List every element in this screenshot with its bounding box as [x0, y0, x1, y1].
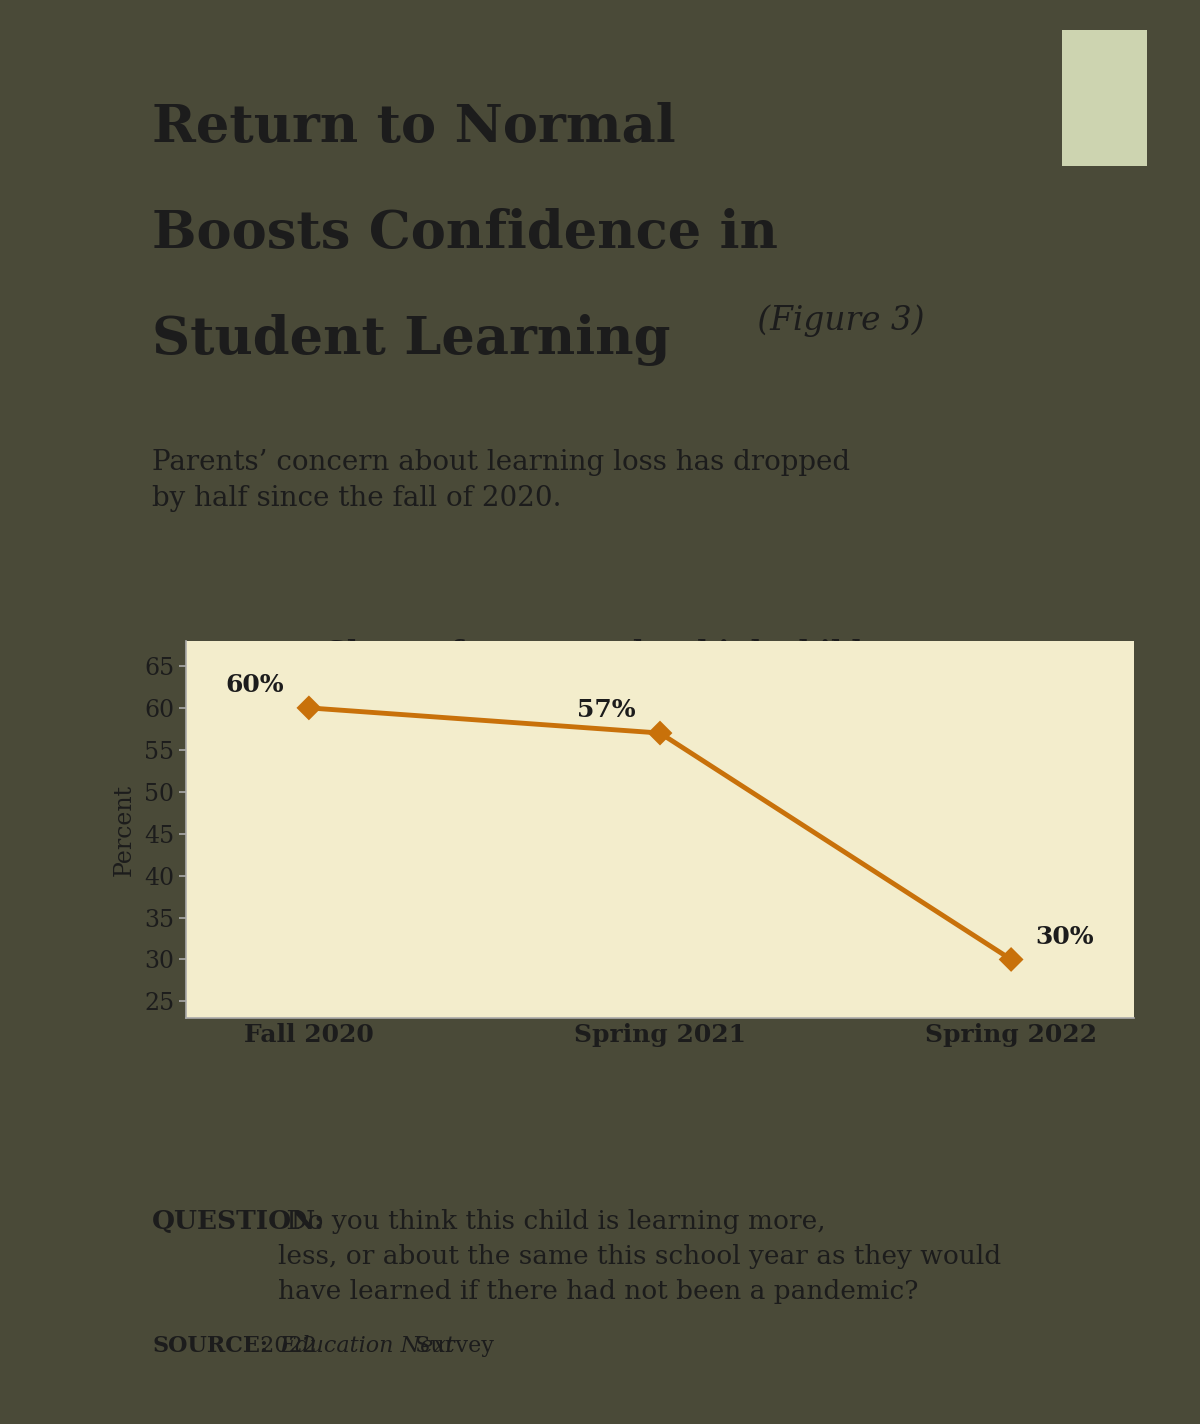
Text: QUESTION:: QUESTION:: [152, 1209, 325, 1233]
Y-axis label: Percent: Percent: [113, 783, 136, 876]
Point: [650, 722, 670, 745]
Text: Return to Normal: Return to Normal: [152, 103, 676, 152]
Text: 57%: 57%: [577, 698, 636, 722]
Text: Student Learning: Student Learning: [152, 313, 671, 366]
Text: 30%: 30%: [1036, 924, 1094, 948]
Wedge shape: [1062, 30, 1182, 222]
Text: 60%: 60%: [226, 674, 284, 696]
Point: [299, 696, 318, 719]
Point: [1002, 948, 1021, 971]
Text: are learning “somewhat” or “a lot” less: are learning “somewhat” or “a lot” less: [300, 669, 943, 699]
Text: 2022: 2022: [253, 1334, 324, 1357]
Text: Boosts Confidence in: Boosts Confidence in: [152, 208, 779, 259]
Text: Share of parents who think children: Share of parents who think children: [326, 639, 918, 668]
Text: Survey: Survey: [408, 1334, 494, 1357]
Text: Parents’ concern about learning loss has dropped
by half since the fall of 2020.: Parents’ concern about learning loss has…: [152, 449, 851, 513]
Text: Do you think this child is learning more,
less, or about the same this school ye: Do you think this child is learning more…: [278, 1209, 1001, 1303]
Text: (Figure 3): (Figure 3): [748, 305, 925, 337]
Text: SOURCE:: SOURCE:: [152, 1334, 269, 1357]
Text: Education Next: Education Next: [278, 1334, 455, 1357]
